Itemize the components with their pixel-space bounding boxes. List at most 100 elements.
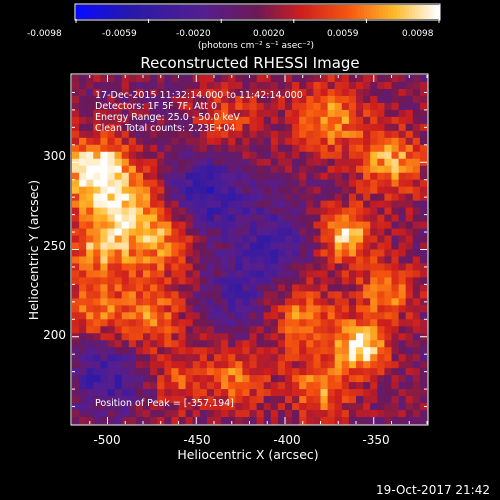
heatmap-cell: [79, 95, 87, 104]
heatmap-cell: [356, 221, 364, 229]
colorbar-cell: [319, 5, 323, 19]
heatmap-cell: [270, 396, 279, 404]
heatmap-cell: [228, 221, 236, 229]
heatmap-cell: [178, 382, 186, 390]
heatmap-cell: [370, 333, 378, 341]
heatmap-cell: [334, 179, 343, 188]
colorbar-cell: [388, 5, 392, 19]
heatmap-cell: [185, 382, 194, 390]
heatmap-cell: [242, 137, 250, 146]
heatmap-cell: [214, 193, 222, 202]
heatmap-cell: [178, 375, 186, 383]
heatmap-cell: [100, 263, 108, 271]
heatmap-cell: [370, 277, 378, 285]
heatmap-cell: [334, 88, 343, 97]
heatmap-cell: [249, 200, 257, 209]
heatmap-cell: [377, 263, 385, 271]
heatmap-cell: [199, 193, 208, 202]
heatmap-cell: [391, 389, 399, 397]
heatmap-cell: [86, 396, 94, 404]
heatmap-cell: [256, 137, 265, 146]
heatmap-cell: [334, 396, 343, 404]
heatmap-cell: [164, 249, 172, 257]
heatmap-cell: [164, 193, 172, 202]
heatmap-cell: [299, 403, 307, 411]
heatmap-cell: [199, 75, 208, 83]
heatmap-cell: [384, 75, 392, 83]
heatmap-cell: [363, 361, 371, 369]
heatmap-cell: [221, 256, 229, 264]
heatmap-cell: [157, 284, 165, 292]
heatmap-cell: [313, 123, 321, 132]
heatmap-cell: [192, 270, 201, 278]
heatmap-cell: [242, 382, 250, 390]
heatmap-cell: [107, 221, 115, 229]
colorbar-cell: [430, 5, 434, 19]
heatmap-cell: [114, 109, 123, 118]
heatmap-cell: [128, 81, 137, 90]
heatmap-cell: [249, 123, 257, 132]
heatmap-cell: [242, 221, 250, 229]
heatmap-cell: [370, 270, 378, 278]
heatmap-cell: [270, 130, 279, 139]
heatmap-cell: [370, 354, 378, 362]
heatmap-cell: [313, 214, 321, 222]
heatmap-cell: [157, 396, 165, 404]
heatmap-cell: [143, 207, 151, 215]
heatmap-cell: [263, 214, 272, 222]
heatmap-cell: [341, 403, 350, 411]
heatmap-cell: [320, 410, 328, 418]
heatmap-cell: [356, 382, 364, 390]
heatmap-cell: [135, 165, 144, 174]
heatmap-cell: [199, 389, 208, 397]
heatmap-cell: [242, 109, 250, 118]
heatmap-cell: [363, 207, 371, 215]
heatmap-cell: [299, 368, 307, 376]
heatmap-cell: [107, 200, 115, 209]
heatmap-cell: [363, 326, 371, 334]
heatmap-cell: [306, 81, 314, 90]
heatmap-cell: [398, 172, 407, 181]
heatmap-cell: [206, 75, 215, 83]
heatmap-cell: [228, 109, 236, 118]
heatmap-cell: [185, 305, 194, 313]
heatmap-cell: [356, 165, 364, 174]
heatmap-cell: [128, 277, 137, 285]
heatmap-cell: [348, 417, 357, 425]
heatmap-cell: [419, 75, 428, 83]
heatmap-cell: [348, 284, 357, 292]
heatmap-cell: [313, 151, 321, 160]
heatmap-cell: [285, 228, 293, 236]
heatmap-cell: [228, 382, 236, 390]
heatmap-cell: [263, 256, 272, 264]
heatmap-cell: [199, 368, 208, 376]
heatmap-cell: [206, 88, 215, 97]
heatmap-cell: [157, 179, 165, 188]
heatmap-cell: [150, 228, 158, 236]
heatmap-cell: [412, 403, 421, 411]
heatmap-cell: [135, 333, 144, 341]
heatmap-cell: [391, 102, 399, 111]
heatmap-cell: [412, 137, 421, 146]
heatmap-cell: [107, 277, 115, 285]
heatmap-cell: [128, 270, 137, 278]
heatmap-cell: [348, 81, 357, 90]
heatmap-cell: [93, 81, 101, 90]
heatmap-cell: [185, 137, 194, 146]
heatmap-cell: [263, 382, 272, 390]
heatmap-cell: [150, 368, 158, 376]
heatmap-cell: [143, 186, 151, 195]
heatmap-cell: [348, 75, 357, 83]
heatmap-cell: [235, 165, 243, 174]
heatmap-cell: [171, 361, 179, 369]
heatmap-cell: [405, 249, 414, 257]
heatmap-cell: [249, 347, 257, 355]
heatmap-cell: [412, 151, 421, 160]
heatmap-image: [72, 75, 428, 425]
heatmap-cell: [157, 109, 165, 118]
heatmap-cell: [391, 396, 399, 404]
heatmap-cell: [121, 319, 130, 327]
heatmap-cell: [93, 221, 101, 229]
heatmap-cell: [185, 116, 194, 125]
heatmap-cell: [164, 242, 172, 250]
